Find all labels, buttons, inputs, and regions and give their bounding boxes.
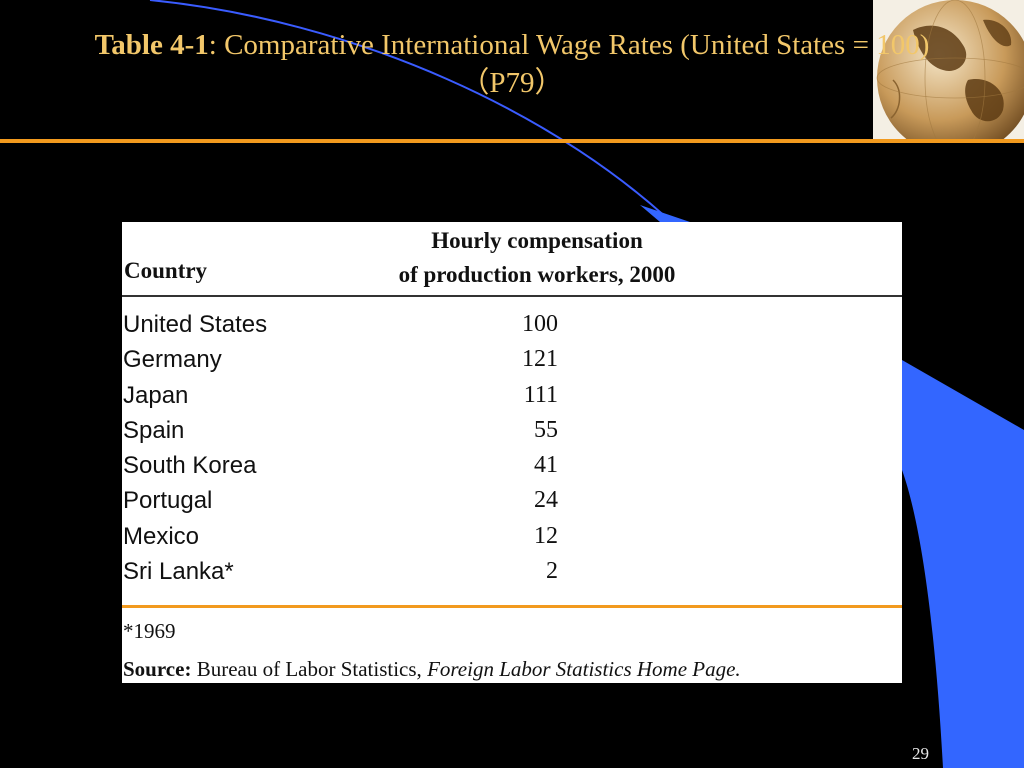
row-value: 41 xyxy=(534,452,558,479)
row-value: 12 xyxy=(534,522,558,549)
row-country: Spain xyxy=(123,416,185,444)
header-comp-line1: Hourly compensation xyxy=(431,228,643,253)
table-row: Spain 55 xyxy=(122,415,902,450)
globe-icon xyxy=(873,0,1024,139)
source-line: Source: Bureau of Labor Statistics, Fore… xyxy=(123,657,741,682)
row-country: Mexico xyxy=(123,522,200,550)
slide-title: Table 4-1: Comparative International Wag… xyxy=(0,26,1024,102)
row-value: 55 xyxy=(534,416,558,443)
row-value: 121 xyxy=(522,346,558,373)
table-row: Mexico 12 xyxy=(122,521,902,556)
table-row: Portugal 24 xyxy=(122,485,902,520)
wage-table: Country Hourly compensation of productio… xyxy=(122,222,902,683)
blue-wedge-shape xyxy=(902,360,1024,768)
table-row: Japan 111 xyxy=(122,380,902,415)
page-number: 29 xyxy=(912,744,929,763)
header-divider xyxy=(122,295,902,297)
title-bold: Table 4-1 xyxy=(94,29,209,61)
header-comp-line2: of production workers, 2000 xyxy=(398,262,676,287)
title-rest: : Comparative International Wage Rates (… xyxy=(208,29,930,61)
table-body: United States 100 Germany 121 Japan 111 … xyxy=(122,309,902,591)
row-country: Portugal xyxy=(123,487,213,515)
source-label: Source: xyxy=(123,657,192,681)
table-row: South Korea 41 xyxy=(122,450,902,485)
slide-title-line2: （P79） xyxy=(460,67,564,99)
title-divider xyxy=(0,139,1024,143)
row-country: Sri Lanka* xyxy=(123,558,234,586)
source-italic: Foreign Labor Statistics Home Page. xyxy=(427,657,741,681)
blue-arc-line xyxy=(149,0,691,241)
header-country: Country xyxy=(124,258,208,283)
table-row: Germany 121 xyxy=(122,344,902,379)
row-country: Japan xyxy=(123,381,189,409)
source-text: Bureau of Labor Statistics, xyxy=(191,657,428,681)
row-country: Germany xyxy=(123,346,222,374)
row-country: South Korea xyxy=(123,452,257,480)
row-value: 100 xyxy=(522,311,558,337)
header-compensation: Hourly compensation of production worker… xyxy=(352,224,722,292)
table-row: United States 100 xyxy=(122,309,902,344)
row-value: 24 xyxy=(534,487,558,514)
table-row: Sri Lanka* 2 xyxy=(122,556,902,591)
footer-divider xyxy=(122,605,902,608)
row-value: 111 xyxy=(523,381,558,408)
footnote: *1969 xyxy=(123,619,176,643)
blue-triangle-small xyxy=(640,205,690,222)
row-value: 2 xyxy=(546,558,558,585)
slide-title-line1: Table 4-1: Comparative International Wag… xyxy=(0,26,1024,64)
row-country: United States xyxy=(123,311,268,338)
